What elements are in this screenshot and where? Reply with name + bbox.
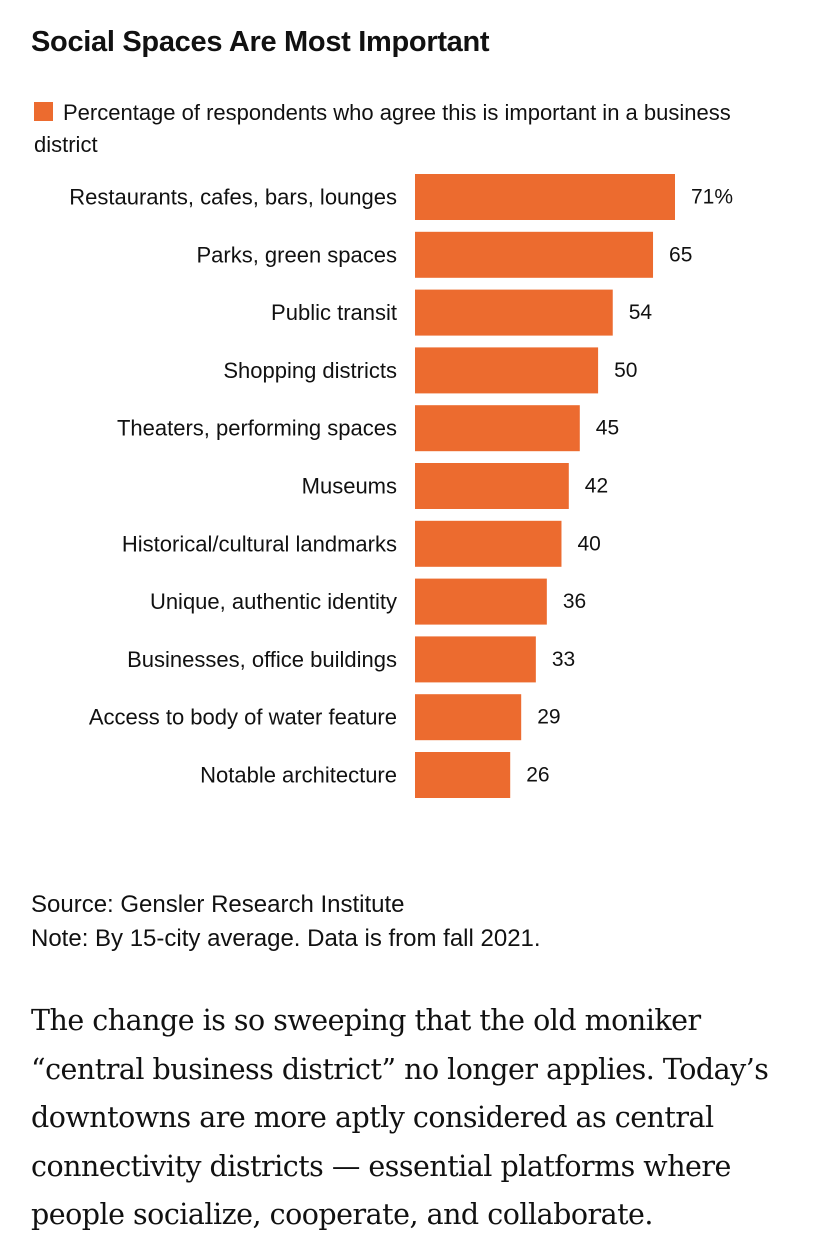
bar-chart: Restaurants, cafes, bars, lounges 71% Park… bbox=[69, 174, 733, 798]
chart-notes: Source: Gensler Research Institute Note:… bbox=[31, 888, 541, 956]
category-label: Public transit bbox=[271, 300, 397, 325]
bar bbox=[415, 636, 536, 683]
value-label: 42 bbox=[585, 475, 608, 498]
value-label: 33 bbox=[552, 648, 575, 671]
category-label: Parks, green spaces bbox=[196, 242, 397, 267]
bar bbox=[415, 347, 599, 394]
bar bbox=[415, 752, 511, 798]
category-label: Notable architecture bbox=[200, 763, 397, 788]
bar bbox=[415, 694, 522, 741]
bar bbox=[415, 520, 562, 567]
value-label: 45 bbox=[596, 417, 619, 440]
bar bbox=[415, 174, 675, 220]
bar bbox=[415, 231, 654, 278]
category-label: Museums bbox=[302, 474, 397, 499]
bar bbox=[415, 463, 569, 509]
category-label: Access to body of water feature bbox=[89, 705, 397, 730]
category-label: Unique, authentic identity bbox=[150, 589, 397, 614]
legend-label: Percentage of respondents who agree this… bbox=[34, 100, 731, 157]
value-label: 40 bbox=[577, 532, 600, 555]
value-label: 54 bbox=[629, 301, 653, 324]
source-note: Source: Gensler Research Institute bbox=[31, 891, 405, 918]
value-label: 26 bbox=[526, 764, 549, 787]
legend: Percentage of respondents who agree this… bbox=[34, 97, 774, 161]
bar bbox=[415, 578, 547, 625]
category-label: Businesses, office buildings bbox=[127, 647, 397, 672]
bar bbox=[415, 405, 580, 452]
value-label: 65 bbox=[669, 243, 692, 266]
category-label: Theaters, performing spaces bbox=[117, 416, 397, 441]
article-paragraph: The change is so sweeping that the old m… bbox=[31, 1004, 769, 1231]
category-label: Shopping districts bbox=[223, 358, 397, 383]
value-label: 50 bbox=[614, 359, 637, 382]
value-label: 36 bbox=[563, 590, 586, 613]
category-label: Historical/cultural landmarks bbox=[122, 531, 397, 556]
category-label: Restaurants, cafes, bars, lounges bbox=[69, 185, 397, 210]
legend-swatch bbox=[34, 102, 53, 121]
value-label: 71% bbox=[691, 186, 733, 209]
data-note: Note: By 15-city average. Data is from f… bbox=[31, 925, 541, 952]
bar bbox=[415, 289, 613, 336]
value-label: 29 bbox=[537, 706, 560, 729]
chart-title: Social Spaces Are Most Important bbox=[31, 26, 490, 58]
